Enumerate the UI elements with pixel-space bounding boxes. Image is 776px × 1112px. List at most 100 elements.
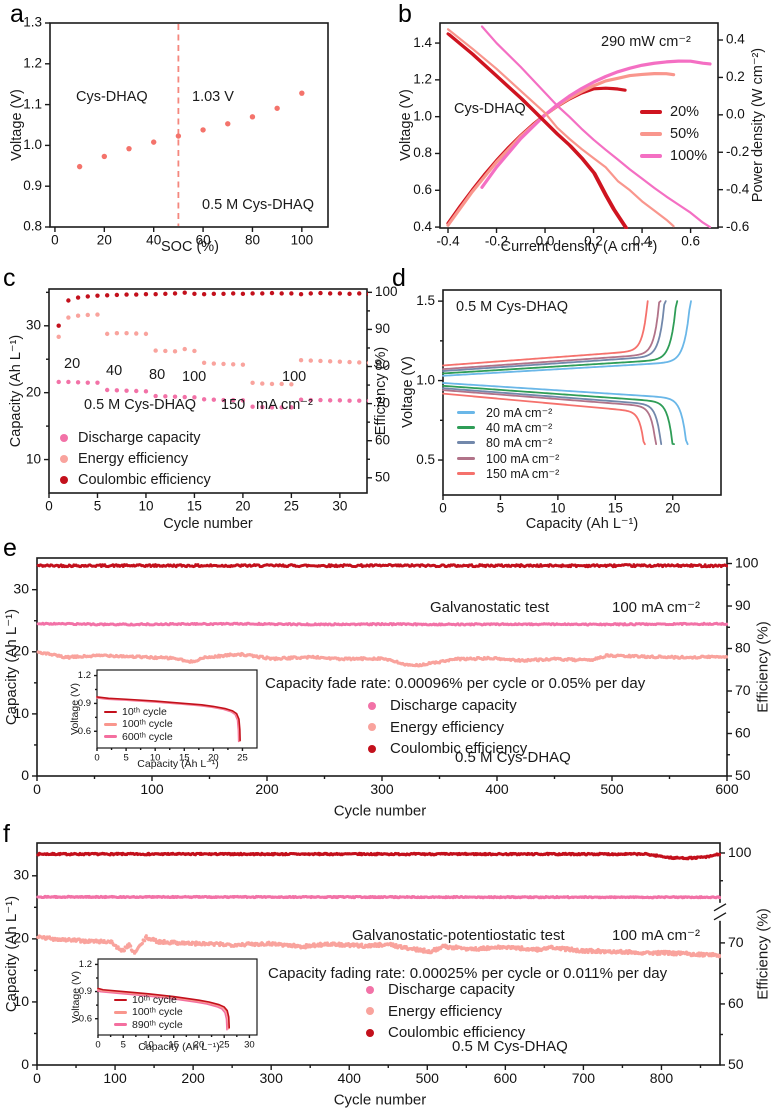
- legend-item: 100%: [640, 145, 707, 167]
- a-label-concentration: 0.5 M Cys-DHAQ: [202, 197, 314, 213]
- legend-label: 20%: [670, 104, 700, 120]
- legend-item: 20 mA cm⁻²: [457, 405, 559, 420]
- legend-label: Energy efficiency: [388, 1002, 502, 1020]
- b-y-axis-label: Voltage (V): [398, 89, 414, 161]
- legend-dot-marker: [60, 433, 68, 442]
- legend-item: Coulombic efficiency: [368, 738, 527, 760]
- legend-item: 80 mA cm⁻²: [457, 435, 559, 450]
- c-label-rate-100: 100: [182, 369, 207, 385]
- legend-label: Coulombic efficiency: [390, 740, 528, 758]
- panel-letter-e: e: [3, 534, 17, 562]
- e-y2-axis-label: Efficiency (%): [754, 621, 772, 713]
- legend-item: 100ᵗʰ cycle: [104, 718, 173, 730]
- legend-item: Energy efficiency: [366, 1001, 525, 1023]
- c-x-axis-label: Cycle number: [163, 516, 253, 532]
- a-label-cell-voltage: 1.03 V: [192, 89, 234, 105]
- e-y-axis-label: Capacity (Ah L⁻¹): [3, 608, 20, 726]
- legend-label: 100 mA cm⁻²: [486, 451, 560, 466]
- legend-line-marker: [114, 1023, 127, 1026]
- a-y-axis-label: Voltage (V): [9, 89, 25, 161]
- legend-label: 20 mA cm⁻²: [486, 406, 553, 421]
- legend-panel-c: Discharge capacity Energy efficiency Coulo…: [60, 427, 211, 490]
- panel-letter-a: a: [10, 0, 24, 28]
- legend-dot-marker: [60, 475, 68, 484]
- legend-panel-d: 20 mA cm⁻² 40 mA cm⁻² 80 mA cm⁻² 100 mA cm⁻…: [457, 405, 559, 481]
- legend-item: Discharge capacity: [366, 979, 525, 1001]
- legend-item: 10ᵗʰ cycle: [114, 994, 183, 1006]
- legend-line-marker: [457, 471, 475, 475]
- legend-panel-f: Discharge capacity Energy efficiency Coulo…: [366, 979, 525, 1044]
- e-label-fade-rate: Capacity fade rate: 0.00096% per cycle o…: [265, 675, 646, 692]
- b-x-axis-label: Current density (A cm⁻²): [500, 239, 658, 255]
- c-label-rate-100-return: 100: [282, 369, 307, 385]
- legend-dot-marker: [368, 744, 376, 753]
- e-inset-x-axis-label: Capacity (Ah L⁻¹): [137, 758, 219, 770]
- d-y-axis-label: Voltage (V): [400, 356, 416, 428]
- legend-item: 50%: [640, 123, 707, 145]
- legend-dot-marker: [60, 454, 68, 463]
- legend-label: Discharge capacity: [390, 697, 517, 715]
- legend-item: Coulombic efficiency: [366, 1022, 525, 1044]
- legend-item: Discharge capacity: [368, 695, 527, 717]
- legend-line-marker: [104, 723, 117, 726]
- e-label-concentration: 0.5 M Cys-DHAQ: [455, 749, 571, 766]
- f-label-current-density: 100 mA cm⁻²: [612, 927, 700, 944]
- legend-item: Energy efficiency: [368, 717, 527, 739]
- legend-dot-marker: [368, 723, 376, 732]
- legend-label: 10ᵗʰ cycle: [132, 994, 177, 1007]
- legend-label: 150 mA cm⁻²: [486, 466, 560, 481]
- a-x-axis-label: SOC (%): [161, 239, 219, 255]
- legend-panel-f-inset: 10ᵗʰ cycle 100ᵗʰ cycle 890ᵗʰ cycle: [114, 994, 183, 1031]
- b-y2-axis-label: Power density (W cm⁻²): [750, 47, 766, 203]
- legend-item: 100ᵗʰ cycle: [114, 1006, 183, 1018]
- d-x-axis-label: Capacity (Ah L⁻¹): [525, 516, 639, 532]
- f-label-fade-rate: Capacity fading rate: 0.00025% per cycle…: [268, 965, 668, 982]
- legend-panel-e: Discharge capacity Energy efficiency Coulo…: [368, 695, 527, 760]
- b-label-cys-dhaq: Cys-DHAQ: [454, 101, 526, 117]
- d-label-concentration: 0.5 M Cys-DHAQ: [456, 299, 568, 315]
- a-label-cys-dhaq: Cys-DHAQ: [76, 89, 148, 105]
- legend-line-marker: [457, 456, 475, 460]
- legend-label: 100ᵗʰ cycle: [122, 718, 173, 731]
- c-label-rate-40: 40: [106, 363, 123, 379]
- legend-line-marker: [114, 1011, 127, 1014]
- c-y-axis-label: Capacity (Ah L⁻¹): [8, 334, 24, 448]
- legend-item: Coulombic efficiency: [60, 469, 211, 490]
- c-label-rate-80: 80: [149, 367, 166, 383]
- legend-label: 50%: [670, 126, 700, 142]
- legend-dot-marker: [366, 1007, 374, 1016]
- f-label-test-type: Galvanostatic-potentiostatic test: [352, 927, 565, 944]
- legend-line-marker: [457, 441, 475, 445]
- f-y2-axis-label: Efficiency (%): [754, 908, 772, 1000]
- e-label-current-density: 100 mA cm⁻²: [612, 599, 700, 616]
- e-inset-y-axis-label: Voltage (V): [69, 683, 81, 735]
- legend-line-marker: [104, 735, 117, 738]
- legend-line-marker: [640, 110, 662, 114]
- legend-dot-marker: [366, 1028, 374, 1037]
- e-x-axis-label: Cycle number: [333, 802, 427, 820]
- legend-line-marker: [457, 411, 475, 415]
- legend-item: 150 mA cm⁻²: [457, 466, 559, 481]
- b-label-peak-power: 290 mW cm⁻²: [601, 34, 691, 50]
- legend-item: 40 mA cm⁻²: [457, 420, 559, 435]
- f-x-axis-label: Cycle number: [333, 1091, 427, 1109]
- legend-label: 80 mA cm⁻²: [486, 436, 553, 451]
- e-label-test-type: Galvanostatic test: [430, 599, 550, 616]
- c-label-rate-unit: mA cm⁻²: [256, 397, 313, 413]
- f-inset-x-axis-label: Capacity (Ah L⁻¹): [138, 1041, 220, 1053]
- f-inset-y-axis-label: Voltage (V): [70, 971, 82, 1023]
- c-label-concentration: 0.5 M Cys-DHAQ: [84, 397, 196, 413]
- legend-line-marker: [104, 710, 117, 714]
- legend-line-marker: [114, 998, 127, 1002]
- legend-panel-b: 20% 50% 100%: [640, 101, 707, 167]
- legend-label: 600ᵗʰ cycle: [122, 730, 173, 743]
- c-label-rate-20: 20: [64, 356, 81, 372]
- legend-label: 10ᵗʰ cycle: [122, 706, 167, 719]
- legend-label: Energy efficiency: [78, 450, 189, 467]
- panel-letter-d: d: [392, 264, 406, 292]
- panel-letter-f: f: [3, 820, 10, 848]
- legend-label: 100ᵗʰ cycle: [132, 1006, 183, 1019]
- legend-label: 100%: [670, 148, 708, 164]
